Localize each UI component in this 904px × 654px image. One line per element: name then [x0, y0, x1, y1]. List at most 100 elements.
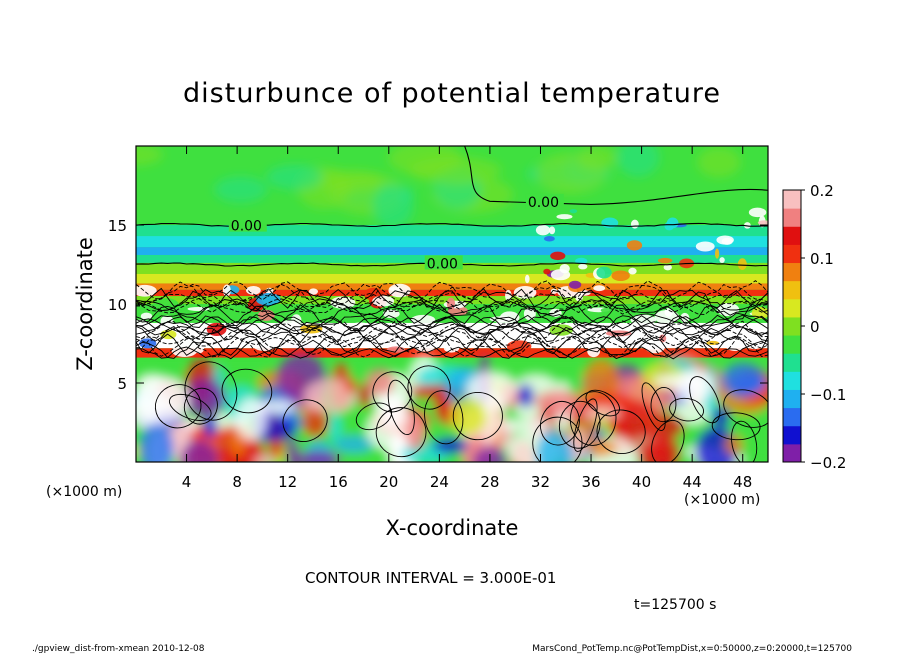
contour-line — [355, 402, 393, 431]
x-tick-label: 12 — [278, 473, 297, 491]
field-band — [136, 236, 768, 248]
contour-line — [558, 400, 601, 449]
contour-line — [723, 389, 768, 428]
contour-line — [585, 389, 620, 417]
plot-area — [136, 146, 768, 462]
contour-line — [540, 400, 580, 446]
contour-label-group: 0.00 0.00 0.00 — [228, 193, 564, 273]
colorbar-ticks: 0.2 0.1 0 −0.1 −0.2 — [801, 182, 846, 472]
colorbar-segment — [783, 316, 801, 336]
y-axis-label: Z-coordinate — [73, 237, 97, 371]
footer-left: ./gpview_dist-from-xmean 2010-12-08 — [32, 644, 205, 654]
contour-label: 0.00 — [427, 257, 458, 273]
colorbar-segment — [783, 262, 801, 282]
contour-line — [183, 387, 218, 425]
contour-line — [651, 419, 685, 462]
contour-label: 0.00 — [231, 219, 262, 235]
x-tick-label: 28 — [480, 473, 499, 491]
chart-title: disturbunce of potential temperature — [183, 78, 721, 109]
contour-line — [452, 391, 503, 441]
contour-line — [596, 409, 646, 455]
x-tick-label: 40 — [632, 473, 651, 491]
contour-line — [136, 320, 768, 340]
x-tick-label: 16 — [329, 473, 348, 491]
contour-line — [136, 321, 768, 337]
contour-line — [136, 303, 768, 325]
footer-right: MarsCond_PotTemp.nc@PotTempDist,x=0:5000… — [532, 644, 852, 654]
contour-line — [136, 287, 768, 309]
field-turbulence — [136, 352, 768, 462]
contour-line — [464, 146, 768, 206]
contour-line — [221, 368, 273, 414]
contour-line — [731, 420, 758, 462]
x-tick-label: 20 — [379, 473, 398, 491]
contour-line — [711, 412, 761, 441]
contour-line — [136, 292, 768, 309]
colorbar — [782, 189, 802, 463]
contour-label-bg — [424, 255, 463, 270]
contour-lines — [136, 146, 768, 462]
colorbar-segment — [783, 425, 801, 445]
y-tick-label: 10 — [108, 296, 127, 314]
time-label: t=125700 s — [634, 597, 716, 613]
colorbar-tick-label: 0.1 — [810, 250, 834, 268]
colorbar-tick-label: 0.2 — [810, 182, 834, 200]
heatmap-field — [136, 146, 768, 462]
colorbar-segment — [783, 190, 801, 209]
colorbar-segment — [783, 298, 801, 318]
contour-line — [136, 298, 768, 316]
contour-line — [573, 398, 598, 452]
contour-line — [689, 376, 721, 424]
y-tick-label: 15 — [108, 217, 127, 235]
x-unit-left: (×1000 m) — [46, 484, 122, 500]
contour-line — [136, 289, 768, 312]
contour-line — [650, 387, 677, 423]
colorbar-segment — [783, 407, 801, 427]
x-tick-label: 44 — [683, 473, 702, 491]
x-axis-ticks: 4 8 12 16 20 24 28 32 36 40 44 48 — [182, 146, 752, 491]
contour-line — [136, 338, 768, 360]
contour-line — [669, 397, 705, 422]
contour-label: 0.00 — [528, 195, 559, 211]
contour-line — [641, 382, 666, 431]
contour-line — [532, 416, 583, 462]
x-tick-label: 8 — [232, 473, 242, 491]
contour-line — [136, 332, 768, 356]
contour-line — [136, 334, 768, 346]
x-tick-label: 36 — [581, 473, 600, 491]
field-band — [136, 247, 768, 256]
contour-line — [136, 314, 768, 330]
colorbar-tick-label: −0.2 — [810, 454, 846, 472]
x-unit-right: (×1000 m) — [684, 492, 760, 508]
field-patches — [136, 207, 768, 358]
contour-line — [424, 390, 464, 445]
contour-line — [168, 393, 212, 421]
contour-label-bg — [228, 217, 267, 232]
colorbar-segment — [783, 208, 801, 227]
contour-line — [569, 391, 617, 446]
contour-line — [136, 336, 768, 358]
field-band — [136, 225, 768, 237]
field-band — [136, 273, 768, 284]
colorbar-segment — [783, 371, 801, 390]
colorbar-segment — [783, 335, 801, 354]
contour-line — [375, 407, 427, 458]
colorbar-tick-label: −0.1 — [810, 386, 846, 404]
y-tick-label: 5 — [117, 375, 127, 393]
contour-line — [136, 298, 768, 315]
x-tick-label: 24 — [430, 473, 449, 491]
contour-line — [136, 283, 768, 308]
colorbar-segment — [783, 443, 801, 463]
colorbar-segment — [783, 244, 801, 264]
contour-line — [387, 379, 415, 436]
contour-label-bg — [525, 193, 564, 208]
contour-line — [136, 300, 768, 314]
x-tick-label: 32 — [531, 473, 550, 491]
y-axis-ticks: 5 10 15 — [108, 217, 768, 393]
colorbar-segment — [783, 353, 801, 372]
contour-line — [136, 280, 768, 301]
colorbar-tick-label: 0 — [810, 318, 820, 336]
colorbar-segment — [783, 280, 801, 300]
contour-line — [136, 314, 768, 334]
